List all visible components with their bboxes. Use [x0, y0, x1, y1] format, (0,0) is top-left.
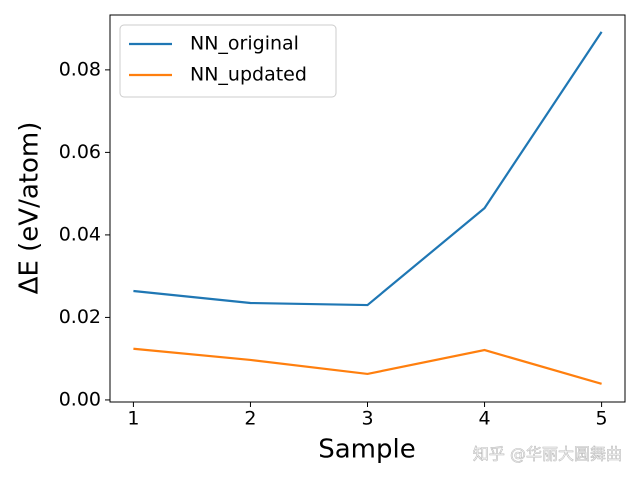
y-tick-label: 0.00 — [59, 388, 101, 410]
y-axis-label: ΔE (eV/atom) — [15, 122, 45, 295]
x-tick-label: 2 — [244, 408, 256, 430]
x-tick-label: 5 — [596, 408, 608, 430]
watermark: 知乎 @华丽大圆舞曲 — [473, 445, 622, 464]
x-tick-label: 1 — [127, 408, 139, 430]
x-axis-label: Sample — [318, 435, 416, 465]
x-tick-label: 3 — [361, 408, 373, 430]
series-line — [133, 347, 602, 385]
legend-label: NN_original — [190, 33, 299, 55]
series-line — [133, 31, 603, 307]
y-tick-label: 0.06 — [59, 141, 101, 163]
y-tick-label: 0.08 — [59, 58, 101, 80]
legend-label: NN_updated — [190, 64, 307, 86]
y-tick-label: 0.04 — [59, 223, 101, 245]
y-tick-label: 0.02 — [59, 306, 101, 328]
plot-frame — [109, 14, 626, 403]
legend-box — [119, 24, 337, 98]
x-tick-label: 4 — [478, 408, 490, 430]
